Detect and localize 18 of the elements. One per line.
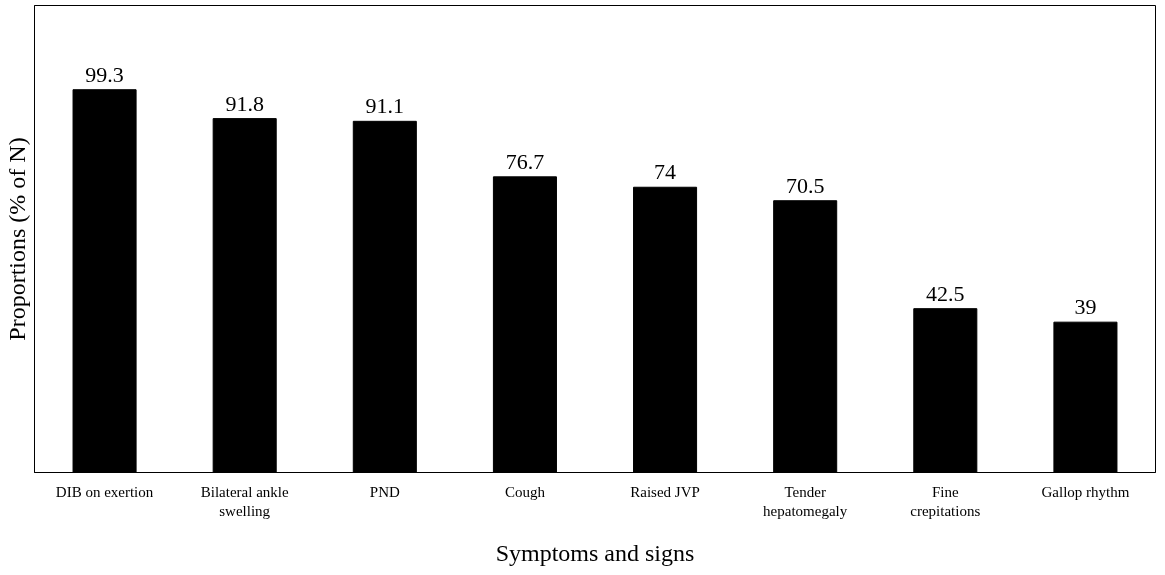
x-tick-label: PND: [369, 483, 400, 500]
data-label: 70.5: [785, 172, 825, 198]
x-tick-label: Tender hepatomegaly: [763, 483, 848, 519]
x-tick-label: Gallop rhythm: [1041, 483, 1130, 500]
x-axis-title: Symptoms and signs: [495, 539, 695, 566]
x-tick-label: DIB on exertion: [55, 483, 154, 500]
x-tick-label: Bilateral ankle swelling: [200, 483, 289, 519]
data-label: 99.3: [85, 61, 124, 87]
data-label: 74: [654, 159, 677, 185]
data-label: 39: [1074, 294, 1097, 320]
data-label: 76.7: [505, 148, 545, 174]
data-label: 91.8: [225, 90, 264, 116]
x-tick-label: Fine crepitations: [910, 483, 981, 519]
x-tick-label: Cough: [504, 483, 546, 500]
data-label: 42.5: [926, 280, 965, 306]
y-axis-title: Proportions (% of N): [3, 137, 30, 341]
x-tick-label: Raised JVP: [630, 483, 700, 500]
data-label: 91.1: [365, 93, 405, 119]
